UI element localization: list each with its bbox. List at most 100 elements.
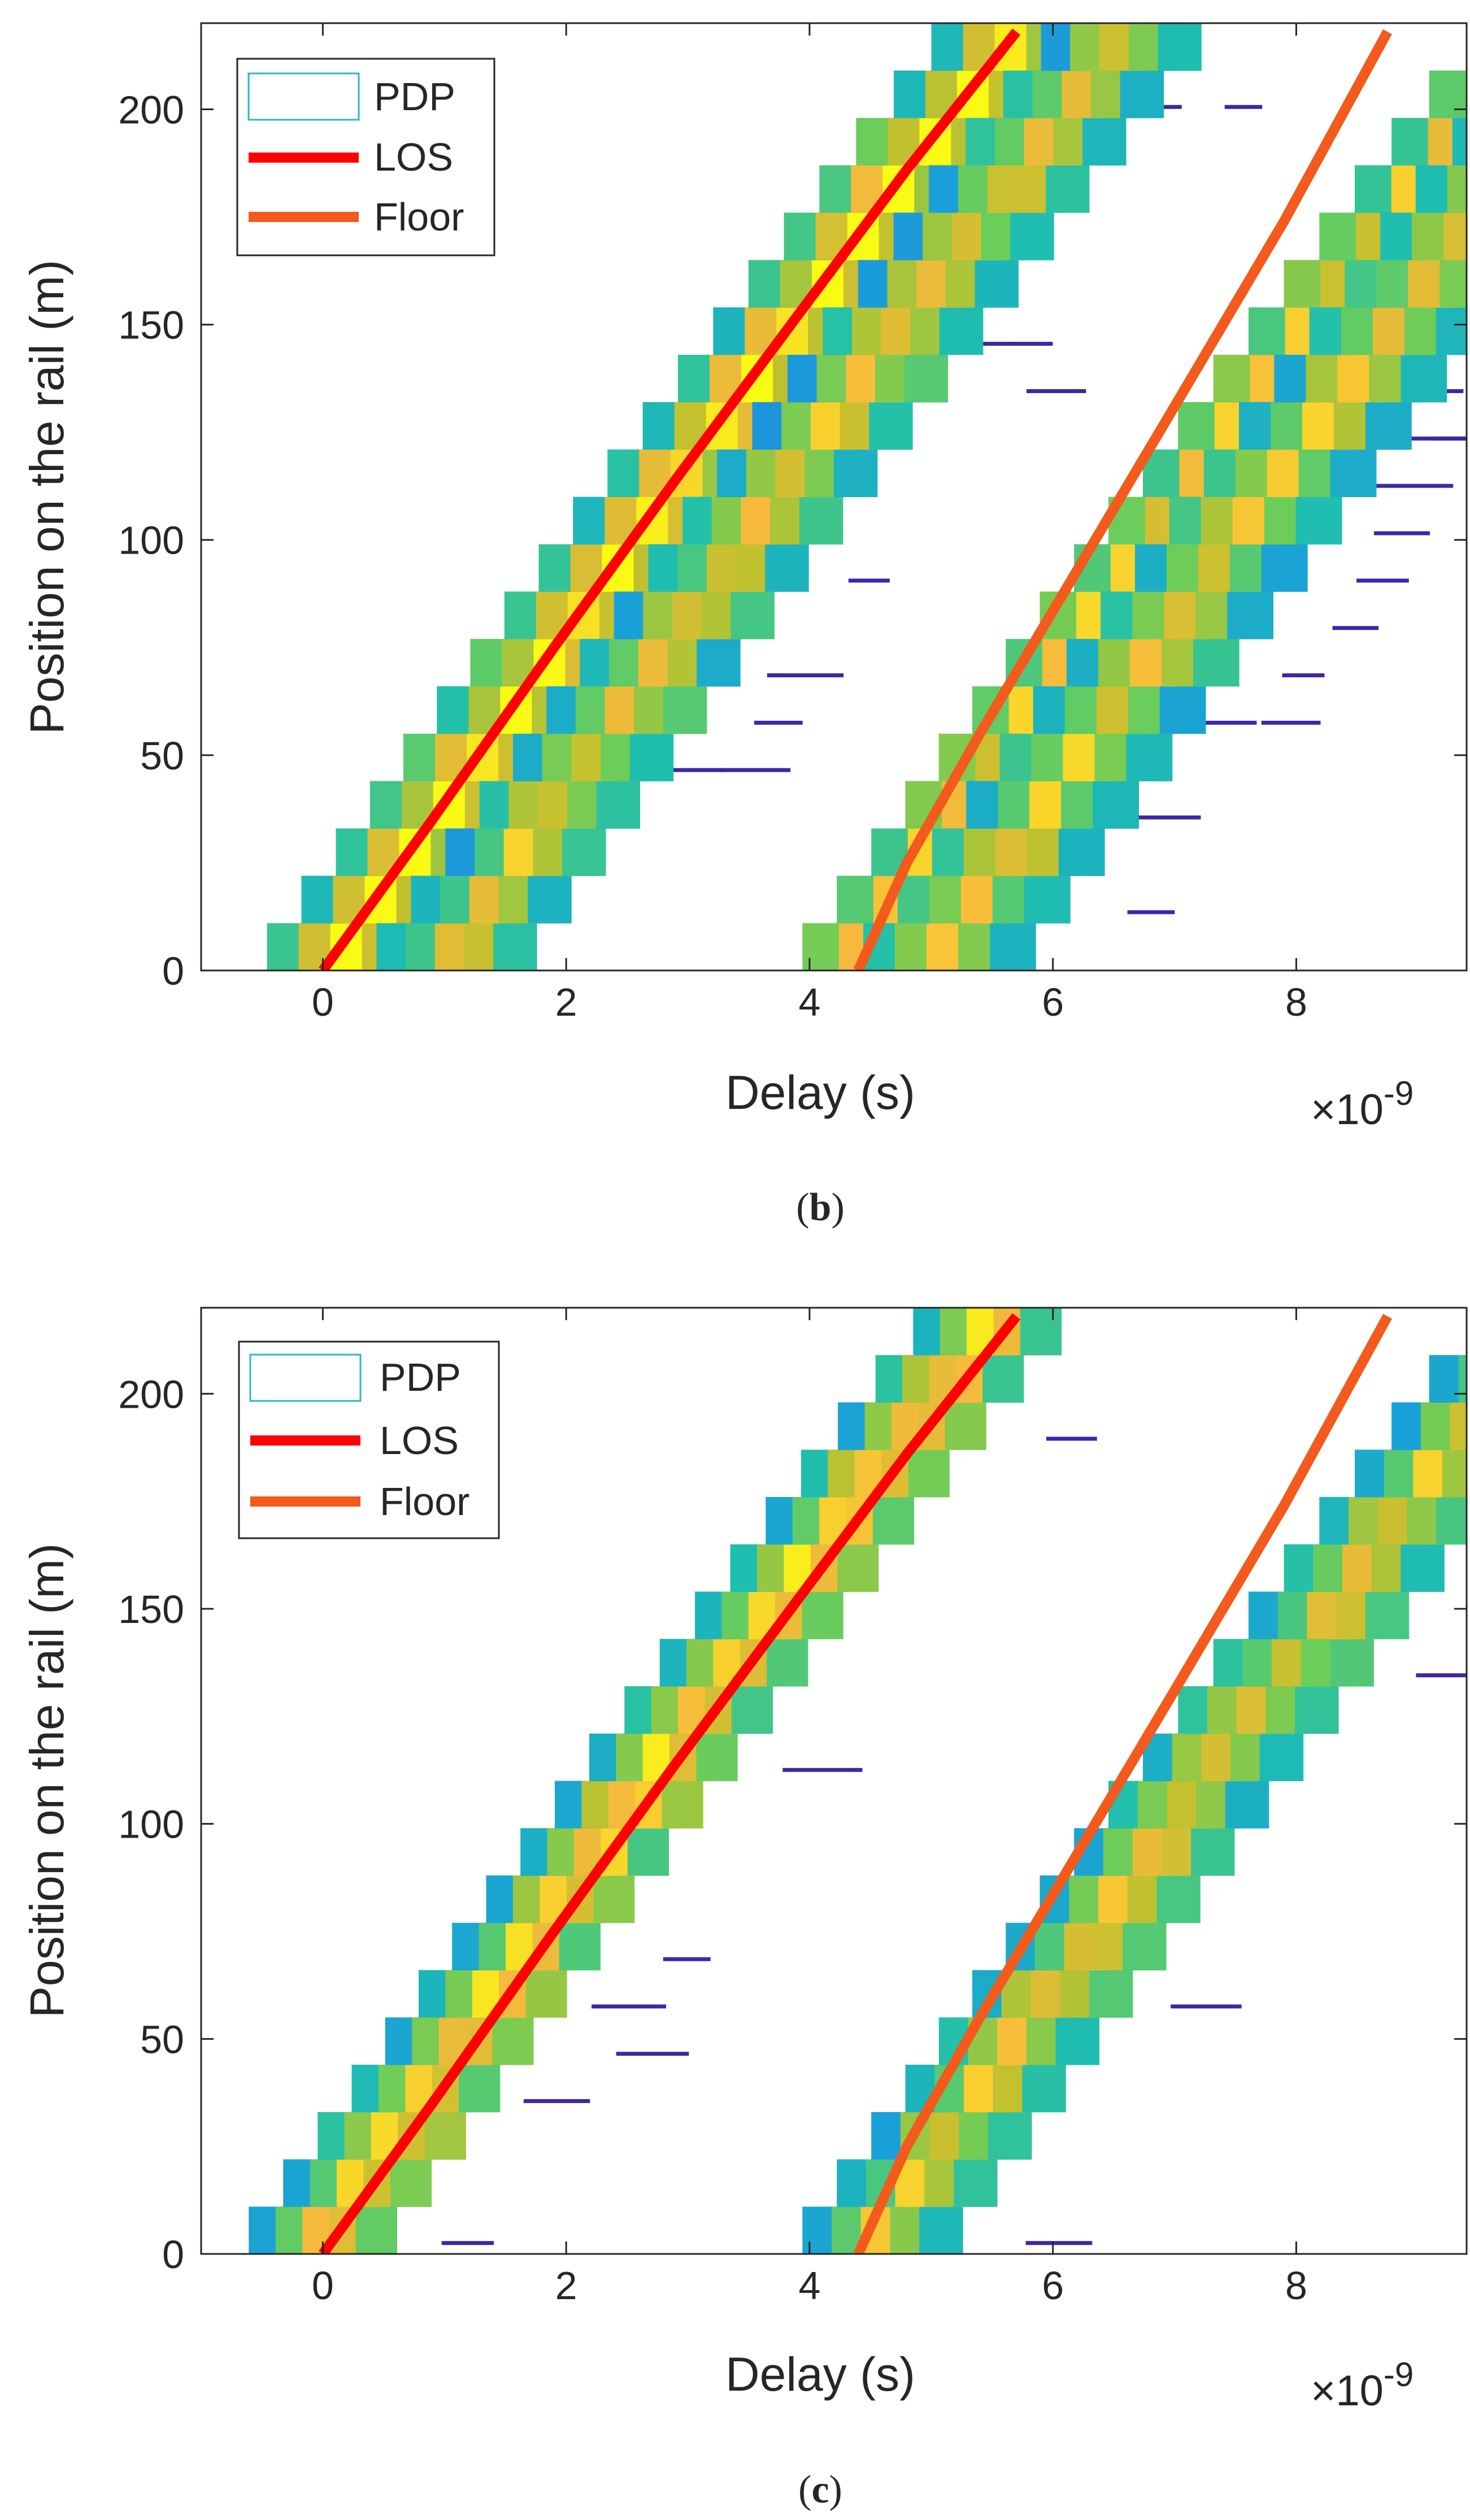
series-floor-line xyxy=(853,1313,1392,2254)
x-exponent: ×10-9 xyxy=(1311,1074,1414,1134)
pdp-cell xyxy=(1010,212,1054,260)
x-tick-label: 0 xyxy=(312,980,334,1024)
pdp-cell xyxy=(731,1686,773,1734)
pdp-cell xyxy=(1332,626,1379,630)
plot-lines xyxy=(319,1313,1392,2254)
pdp-cell xyxy=(523,2099,590,2103)
pdp-cell xyxy=(627,1828,669,1876)
pdp-cell xyxy=(1027,389,1086,393)
series-los-line xyxy=(319,28,1021,970)
y-tick-label: 0 xyxy=(162,2232,184,2277)
pdp-cell xyxy=(1093,781,1139,829)
legend: PDP LOS Floor xyxy=(236,58,495,256)
pdp-cell xyxy=(954,2159,998,2207)
panel-letter: b xyxy=(810,1186,832,1229)
pdp-cell xyxy=(441,2241,494,2245)
x-axis-label: Delay (s) xyxy=(725,2348,915,2401)
pdp-cell xyxy=(1127,910,1175,915)
pdp-cell xyxy=(1224,105,1263,109)
pdp-cell xyxy=(1011,342,1053,346)
pdp-cell xyxy=(754,720,803,725)
pdp-cell xyxy=(730,591,775,639)
pdp-cell xyxy=(1401,1544,1445,1592)
pdp-cell xyxy=(1046,1437,1097,1441)
pdp-cell xyxy=(1158,23,1202,71)
pdp-cell xyxy=(939,307,984,355)
pdp-cell xyxy=(990,923,1036,970)
axis-ticks: 0 2 4 6 8 0 50 100 150 200 xyxy=(118,1308,1467,2308)
pdp-cell xyxy=(629,733,674,782)
legend-floor-label: Floor xyxy=(374,195,464,239)
pdp-cell xyxy=(528,876,572,924)
x-exponent: ×10-9 xyxy=(1311,2356,1414,2415)
pdp-cell xyxy=(1436,307,1467,355)
x-tick-label: 6 xyxy=(1042,2264,1064,2308)
pdp-cell xyxy=(1330,449,1377,497)
axis-ticks: 0 2 4 6 8 0 50 100 150 200 xyxy=(118,23,1467,1024)
legend-floor-label: Floor xyxy=(380,1479,469,1524)
legend-los-label: LOS xyxy=(374,135,453,179)
pdp-cell xyxy=(1025,2241,1093,2245)
pdp-cell xyxy=(493,923,537,970)
pdp-cell xyxy=(1174,720,1257,725)
pdp-cell xyxy=(1129,815,1201,820)
y-tick-label: 100 xyxy=(118,1803,184,1847)
panel-letter: c xyxy=(811,2468,829,2512)
pdp-cell xyxy=(616,2052,689,2056)
pdp-cell xyxy=(1193,639,1240,687)
x-tick-label: 4 xyxy=(798,980,820,1024)
legend: PDP LOS Floor xyxy=(238,1340,500,1539)
pdp-cell xyxy=(492,2017,534,2065)
pdp-cell xyxy=(525,1970,567,2018)
pdp-heatmap xyxy=(267,23,1467,970)
pdp-cell xyxy=(696,1733,738,1782)
pdp-cell xyxy=(1401,355,1447,403)
x-exponent-power: -9 xyxy=(1384,1074,1414,1112)
pdp-cell xyxy=(1261,720,1321,725)
legend-pdp-swatch xyxy=(249,1353,362,1402)
x-tick-label: 6 xyxy=(1042,980,1064,1024)
pdp-cell xyxy=(1171,2004,1242,2009)
legend-pdp-swatch xyxy=(247,72,360,121)
y-axis-label: Position on the rail (m) xyxy=(20,260,73,734)
pdp-cell xyxy=(1120,70,1164,119)
pdp-cell xyxy=(1429,70,1467,119)
pdp-cell xyxy=(1261,544,1308,592)
pdp-cell xyxy=(663,1957,711,1961)
pdp-cell xyxy=(1020,1308,1062,1356)
series-floor-line xyxy=(853,29,1392,970)
pdp-cell xyxy=(1447,165,1467,213)
pdp-cell xyxy=(908,1450,950,1498)
y-tick-label: 50 xyxy=(140,2017,184,2061)
pdp-cell xyxy=(904,355,949,403)
plot-frame xyxy=(200,1307,1468,2255)
pdp-cell xyxy=(802,1591,843,1639)
pdp-cell xyxy=(799,497,843,545)
y-tick-label: 200 xyxy=(118,88,184,132)
x-exponent-base: ×10 xyxy=(1311,2367,1384,2415)
pdp-cell xyxy=(869,402,913,450)
pdp-cell xyxy=(1191,1828,1235,1876)
pdp-cell xyxy=(1365,402,1412,450)
pdp-cell xyxy=(767,1639,808,1687)
x-tick-label: 0 xyxy=(312,2264,334,2308)
pdp-cell xyxy=(837,1544,879,1592)
legend-pdp-label: PDP xyxy=(380,1355,461,1399)
pdp-cell xyxy=(1282,673,1325,677)
y-tick-label: 150 xyxy=(118,1587,184,1631)
pdp-cell xyxy=(390,2159,432,2207)
pdp-cell xyxy=(765,544,809,592)
pdp-cell xyxy=(1082,117,1127,166)
pdp-cell xyxy=(697,639,741,687)
pdp-cell xyxy=(424,2112,466,2160)
pdp-cell xyxy=(872,1497,915,1545)
y-tick-label: 50 xyxy=(140,734,184,778)
pdp-cell xyxy=(1439,260,1467,308)
pdp-cell xyxy=(988,2112,1032,2160)
pdp-cell xyxy=(1374,531,1430,536)
y-tick-label: 150 xyxy=(118,303,184,347)
legend-los-label: LOS xyxy=(380,1418,459,1463)
x-tick-label: 4 xyxy=(798,2264,820,2308)
pdp-cell xyxy=(1156,1875,1201,1923)
pdp-cell xyxy=(945,1402,986,1450)
